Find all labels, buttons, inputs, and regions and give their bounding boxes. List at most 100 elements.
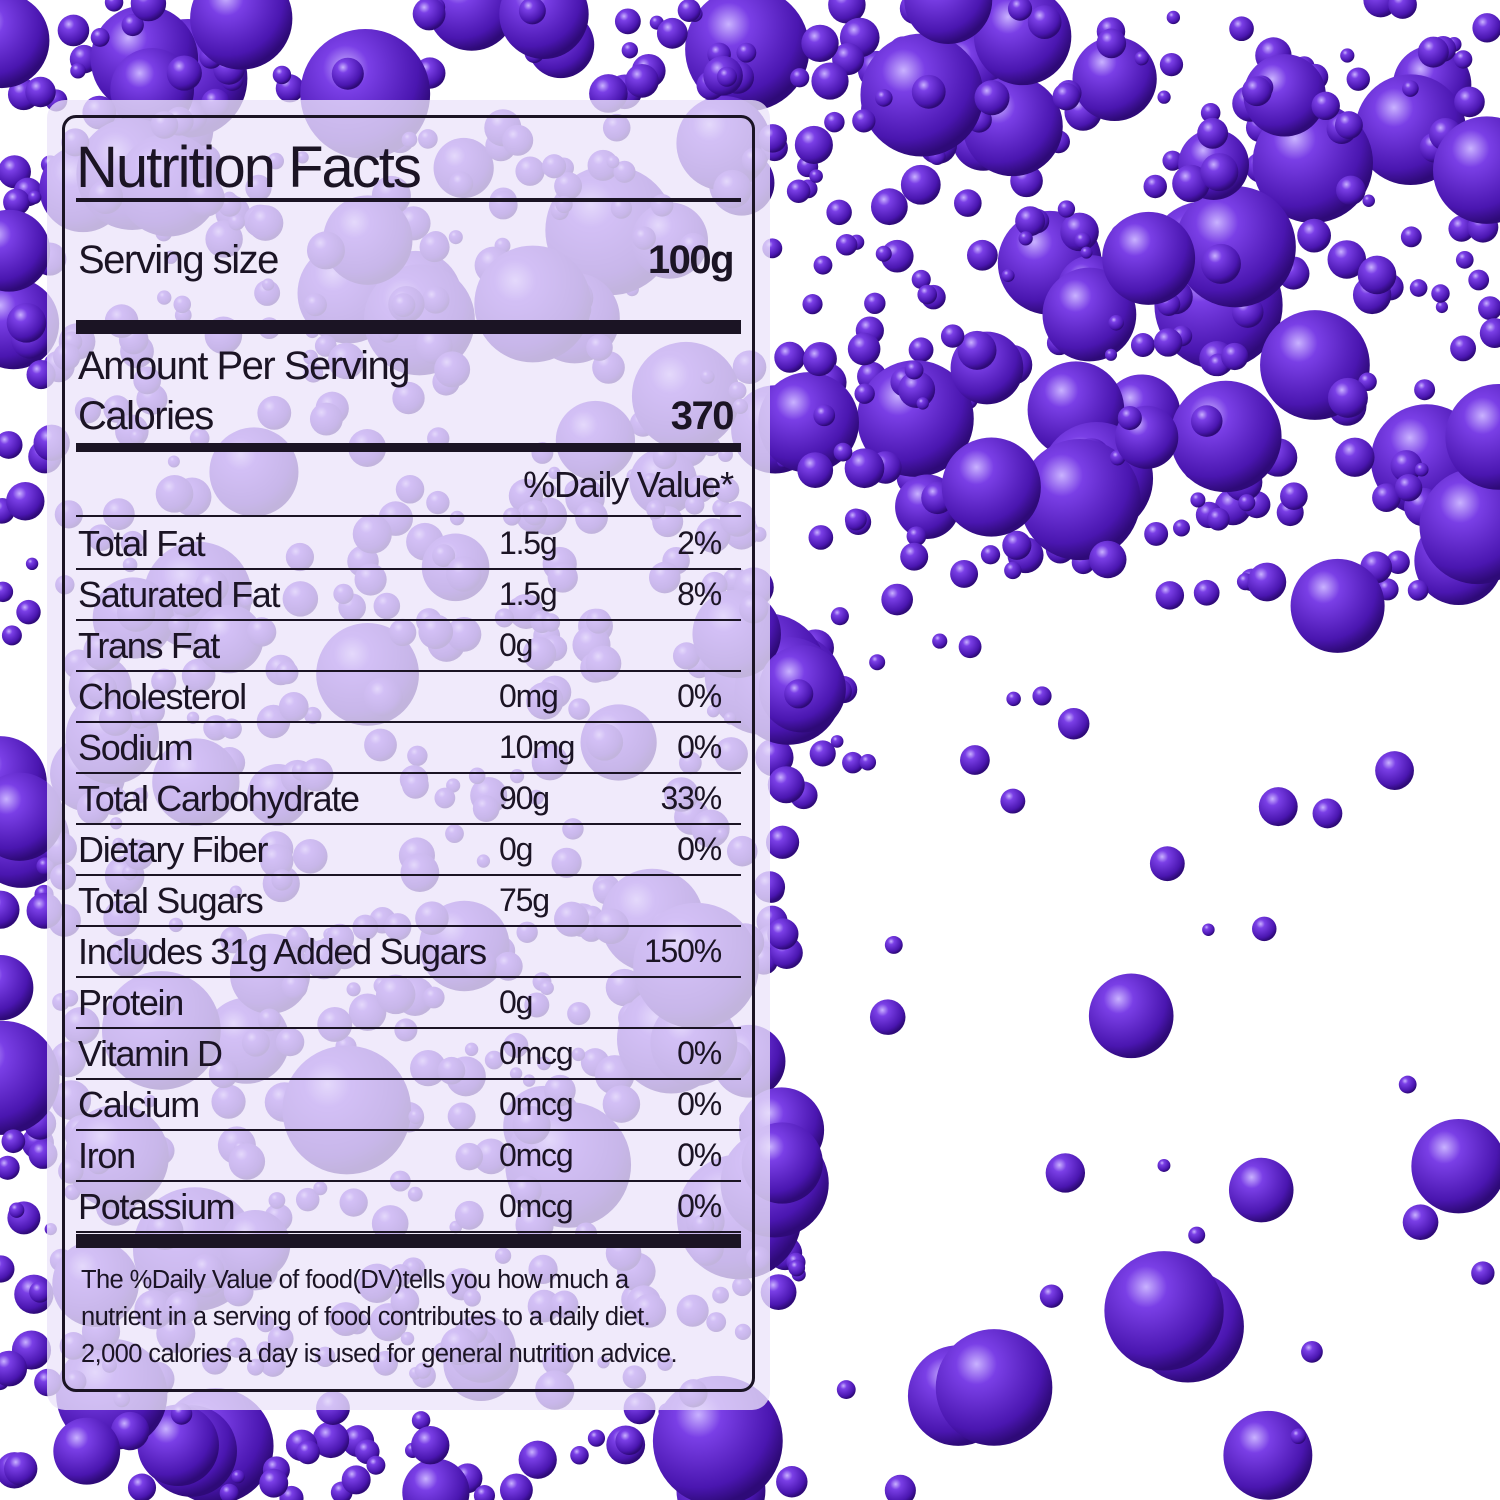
calories-label: Calories (78, 394, 214, 438)
bead (1057, 707, 1090, 740)
bead (25, 557, 39, 571)
bead (1398, 1075, 1417, 1094)
bead (1327, 377, 1368, 418)
bead (870, 188, 908, 226)
bead (1335, 437, 1375, 477)
bead (1134, 51, 1149, 66)
bead (1045, 1153, 1086, 1193)
bead (1414, 462, 1429, 477)
bead (1419, 467, 1500, 585)
bead (1311, 91, 1340, 121)
bead (570, 1446, 589, 1465)
nutrient-amount: 0g (499, 984, 533, 1020)
amount-per-serving: Amount Per Serving (78, 344, 410, 388)
label-title: Nutrition Facts (76, 135, 422, 200)
bead (1435, 300, 1449, 314)
bead (1007, 0, 1033, 21)
bead (4, 1452, 38, 1486)
bead (1402, 80, 1419, 97)
bead (0, 209, 51, 292)
nutrient-amount: 0g (499, 627, 533, 663)
nutrient-row: Calcium 0mcg 0% (76, 1078, 741, 1131)
bead (1004, 561, 1022, 580)
calories-value: 370 (670, 394, 735, 438)
bead (1143, 174, 1167, 199)
bead (765, 825, 800, 859)
nutrient-row: Cholesterol 0mg 0% (76, 670, 741, 723)
bead (1431, 284, 1450, 303)
nutrition-panel-backdrop (47, 100, 770, 1410)
nutrient-row: Sodium 10mg 0% (76, 721, 741, 774)
bead (941, 437, 1041, 537)
nutrition-facts-label (62, 115, 755, 1392)
bead (0, 0, 50, 89)
bead (1130, 333, 1155, 358)
bead (272, 65, 292, 85)
bead (1372, 483, 1401, 513)
bead (1155, 581, 1185, 610)
bead (1479, 318, 1500, 348)
bead (904, 0, 993, 44)
bead (625, 63, 659, 98)
thick-divider (76, 320, 741, 334)
bead (1088, 973, 1174, 1059)
nutrient-amount: 10mg (499, 729, 575, 765)
bead (916, 397, 929, 410)
bead (473, 1485, 496, 1500)
bead (1340, 48, 1355, 63)
bead (1223, 1410, 1313, 1500)
bead (219, 1483, 239, 1500)
bead (0, 431, 23, 459)
nutrient-amount: 0g (499, 831, 533, 867)
bead (1409, 279, 1428, 297)
bead (824, 111, 845, 133)
bead (1190, 405, 1223, 437)
bead (857, 360, 974, 477)
bead (758, 372, 859, 473)
bead (1108, 315, 1124, 331)
bead (1018, 231, 1033, 246)
bead (1200, 103, 1221, 123)
nutrient-name: Includes 31g Added Sugars (78, 931, 487, 972)
bead (864, 292, 886, 315)
bead (190, 0, 293, 70)
bead (767, 766, 805, 804)
bead (3, 188, 30, 216)
bead (1200, 153, 1239, 192)
bead (1414, 379, 1436, 401)
nutrient-row: Total Sugars 75g (76, 874, 741, 927)
bead (90, 28, 110, 47)
bead (1290, 1428, 1306, 1445)
bead (767, 918, 799, 950)
bead (974, 80, 1010, 116)
nutrient-name: Dietary Fiber (78, 829, 268, 870)
footnote-line: The %Daily Value of food(DV)tells you ho… (81, 1266, 629, 1294)
bead (402, 1458, 470, 1500)
nutrient-daily-value: 8% (677, 576, 722, 612)
bead (716, 66, 737, 87)
bead (0, 955, 34, 1021)
nutrient-row: Vitamin D 0mcg 0% (76, 1027, 741, 1080)
divider (76, 198, 741, 202)
nutrient-name: Saturated Fat (78, 574, 281, 615)
bead (0, 581, 14, 603)
nutrient-name: Sodium (78, 727, 194, 768)
bead (587, 1429, 606, 1447)
bead (28, 190, 42, 204)
bead (859, 754, 877, 771)
bead (842, 751, 864, 774)
bead (427, 0, 517, 51)
nutrient-amount: 0mcg (499, 1188, 574, 1224)
bead (366, 1455, 386, 1475)
thick-divider (76, 1234, 741, 1248)
bead (70, 62, 86, 79)
bead (0, 1020, 60, 1135)
bead (1102, 211, 1196, 305)
bead (16, 599, 41, 625)
bead (296, 1440, 320, 1465)
bead (677, 0, 701, 22)
bead (1252, 916, 1277, 942)
bead (1243, 54, 1326, 137)
bead (736, 42, 757, 63)
bead (331, 57, 364, 90)
